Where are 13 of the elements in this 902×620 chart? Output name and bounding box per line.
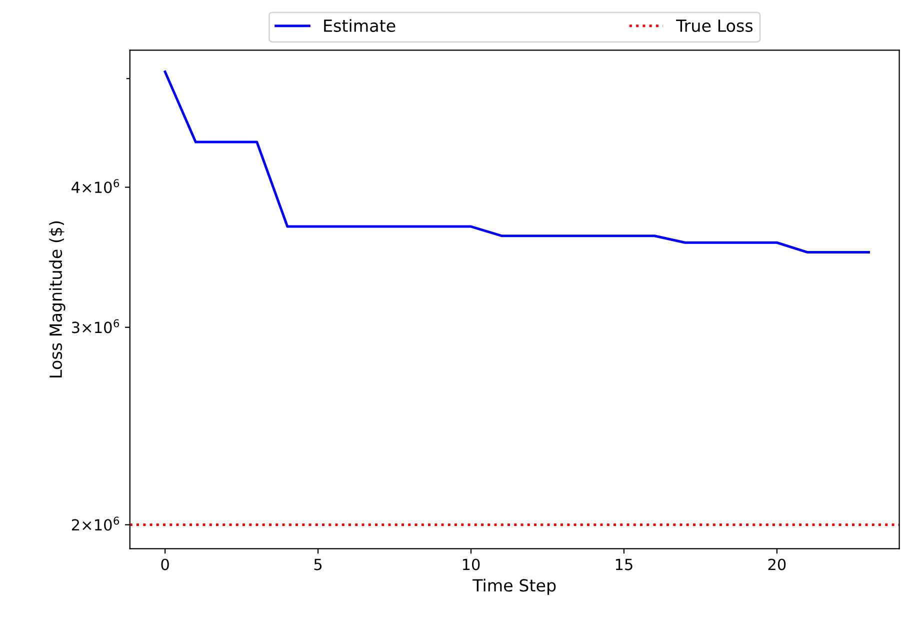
y-tick-label: 2×10$^{6}$ [72, 516, 120, 531]
line-series [164, 70, 870, 254]
y-tick-label: 4×10$^{6}$ [72, 179, 120, 194]
x-tick-label: 5 [314, 558, 322, 570]
x-tick-label: 0 [161, 558, 169, 570]
x-tick-label: 20 [768, 558, 786, 570]
x-axis-title: Time Step [472, 578, 556, 595]
y-tick-label: 3×10$^{6}$ [72, 319, 120, 334]
x-tick-label: 10 [462, 558, 480, 570]
x-tick-label: 15 [616, 558, 632, 570]
y-axis-title: Loss Magnitude ($) [49, 221, 66, 378]
legend-label: Estimate [324, 19, 396, 32]
legend-label: True Loss [676, 20, 753, 32]
